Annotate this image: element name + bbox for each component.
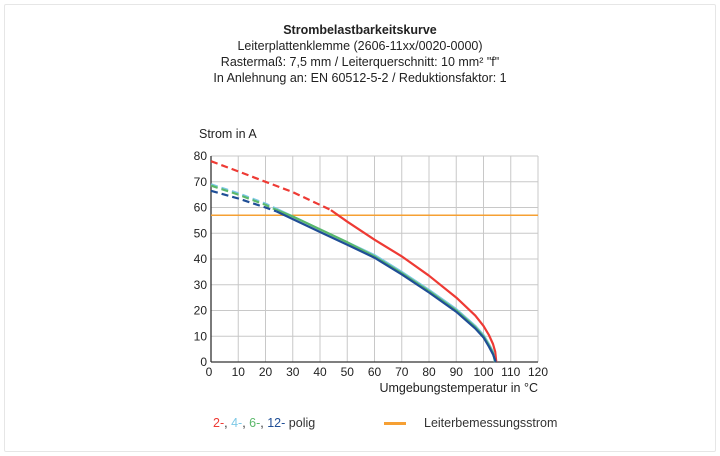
series-dashed-6-polig xyxy=(210,184,275,210)
y-axis-label: Strom in A xyxy=(199,127,257,141)
chart-frame xyxy=(4,4,716,452)
y-tick-label: 60 xyxy=(194,201,208,215)
legend-2-polig: 2- xyxy=(213,416,225,430)
chart-title: Strombelastbarkeitskurve xyxy=(283,23,437,37)
x-tick-label: 50 xyxy=(341,365,355,379)
y-tick-label: 10 xyxy=(194,329,208,343)
chart-subtitle-1: Leiterplattenklemme (2606-11xx/0020-0000… xyxy=(237,39,483,53)
x-axis-label: Umgebungstemperatur in °C xyxy=(379,381,538,395)
x-tick-label: 40 xyxy=(313,365,327,379)
legend-poles: 2-, 4-, 6-, 12- polig xyxy=(213,416,316,430)
series-line-12-polig xyxy=(275,210,497,363)
y-tick-label: 40 xyxy=(194,252,208,266)
chart-subtitle-3: In Anlehnung an: EN 60512-5-2 / Reduktio… xyxy=(213,71,507,85)
legend-rated-label: Leiterbemessungsstrom xyxy=(424,416,558,430)
legend-rated-swatch xyxy=(384,421,406,425)
y-tick-label: 80 xyxy=(194,149,208,163)
x-tick-label: 80 xyxy=(422,365,436,379)
x-tick-label: 60 xyxy=(368,365,382,379)
x-tick-label: 20 xyxy=(259,365,273,379)
x-tick-label: 110 xyxy=(501,365,520,379)
legend-4-polig: 4- xyxy=(231,416,243,430)
series-dashed-12-polig xyxy=(210,189,277,213)
x-tick-label: 30 xyxy=(286,365,300,379)
legend-12-polig: 12- xyxy=(267,416,286,430)
series-line-4-polig xyxy=(275,207,496,363)
x-tick-label: 0 xyxy=(206,365,213,379)
series-dashed-4-polig xyxy=(210,183,277,210)
legend-polig-suffix: polig xyxy=(288,416,316,430)
y-tick-label: 70 xyxy=(194,175,208,189)
series-line-6-polig xyxy=(273,207,497,363)
chart-header: Strombelastbarkeitskurve Leiterplattenkl… xyxy=(0,22,720,86)
y-tick-label: 20 xyxy=(194,304,208,318)
y-tick-label: 30 xyxy=(194,278,208,292)
legend-rated-current: Leiterbemessungsstrom xyxy=(384,416,557,430)
chart-subtitle-2: Rastermaß: 7,5 mm / Leiterquerschnitt: 1… xyxy=(220,55,500,69)
legend-6-polig: 6- xyxy=(249,416,261,430)
x-tick-label: 100 xyxy=(473,365,493,379)
series-line-2-polig xyxy=(330,209,498,363)
y-tick-label: 0 xyxy=(200,355,207,369)
y-tick-label: 50 xyxy=(194,226,208,240)
x-tick-label: 120 xyxy=(528,365,548,379)
x-tick-label: 70 xyxy=(395,365,409,379)
series-dashed-2-polig xyxy=(210,160,332,212)
x-tick-label: 90 xyxy=(450,365,464,379)
x-tick-label: 10 xyxy=(232,365,246,379)
